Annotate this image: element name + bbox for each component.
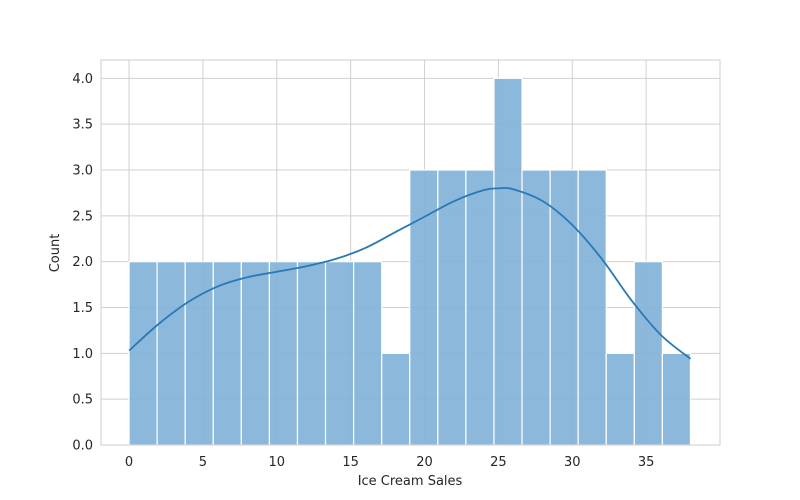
histogram-bar-19 [661, 352, 692, 446]
y-tick-label-6: 3.0 [72, 164, 93, 179]
y-tick-label-4: 2.0 [72, 255, 93, 270]
histogram-bar-4 [240, 261, 271, 446]
histogram-bar-11 [437, 169, 467, 446]
y-tick-label-0: 0.0 [72, 439, 93, 454]
histogram-bars [128, 77, 692, 446]
x-tick-label-6: 30 [564, 455, 581, 470]
x-tick-label-3: 15 [342, 455, 359, 470]
histogram-bar-9 [381, 352, 411, 446]
y-tick-labels: 0.0 0.5 1.0 1.5 2.0 2.5 3.0 3.5 4.0 [72, 72, 93, 454]
histogram-bar-12 [465, 169, 495, 446]
histogram-bar-15 [549, 169, 579, 446]
x-tick-labels: 0 5 10 15 20 25 30 35 [125, 455, 654, 470]
x-axis-label: Ice Cream Sales [358, 474, 463, 489]
histogram-bar-13 [493, 77, 523, 446]
x-tick-label-4: 20 [416, 455, 433, 470]
plot-frame [100, 59, 721, 446]
y-tick-label-7: 3.5 [72, 118, 93, 133]
histogram-bar-10 [409, 169, 439, 446]
y-axis-label: Count [48, 234, 63, 273]
x-tick-label-7: 35 [638, 455, 655, 470]
histogram-bar-2 [184, 261, 214, 446]
histogram-bar-6 [296, 261, 327, 446]
x-tick-label-2: 10 [269, 455, 286, 470]
y-tick-label-3: 1.5 [72, 301, 93, 316]
histogram-bar-8 [353, 261, 383, 446]
histogram-bar-0 [128, 261, 158, 446]
x-tick-label-1: 5 [199, 455, 207, 470]
x-tick-label-5: 25 [490, 455, 507, 470]
kde-line [128, 187, 692, 360]
y-tick-label-5: 2.5 [72, 209, 93, 224]
x-tick-label-0: 0 [125, 455, 133, 470]
kde-curve [128, 187, 692, 360]
histogram-bar-3 [212, 261, 242, 446]
y-tick-label-1: 0.5 [72, 393, 93, 408]
histogram-bar-14 [521, 169, 551, 446]
y-tick-label-2: 1.0 [72, 347, 93, 362]
histogram-bar-5 [268, 261, 299, 446]
histogram-bar-16 [577, 169, 607, 446]
histogram-bar-7 [324, 261, 355, 446]
histogram-bar-17 [605, 352, 635, 446]
histogram-bar-18 [633, 261, 663, 446]
y-tick-label-8: 4.0 [72, 72, 93, 87]
histogram-bar-1 [156, 261, 186, 446]
